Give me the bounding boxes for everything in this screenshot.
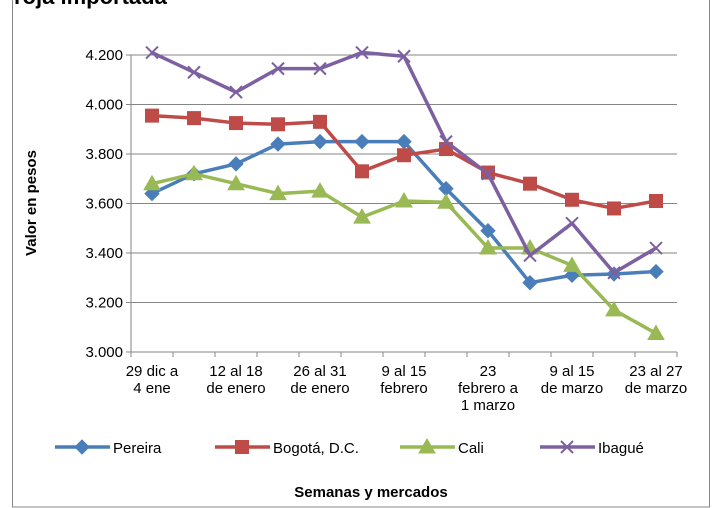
marker bbox=[607, 201, 621, 216]
marker bbox=[649, 194, 663, 209]
x-tick-label: 26 al 31 de enero bbox=[290, 363, 350, 397]
marker bbox=[271, 117, 285, 132]
marker bbox=[353, 208, 371, 224]
legend-marker bbox=[235, 440, 249, 454]
legend-marker bbox=[560, 440, 574, 454]
x-tick-label: 9 al 15 febrero bbox=[380, 363, 428, 397]
marker bbox=[479, 239, 497, 255]
marker bbox=[397, 49, 411, 63]
marker bbox=[563, 256, 581, 272]
legend-label: Pereira bbox=[113, 440, 162, 457]
y-tick-label: 4.000 bbox=[85, 97, 123, 114]
chart-title: roja importada bbox=[14, 0, 168, 9]
x-tick-label: 12 al 18 de enero bbox=[206, 363, 266, 397]
marker bbox=[522, 274, 538, 291]
marker bbox=[311, 182, 329, 198]
legend-label: Cali bbox=[458, 440, 484, 457]
marker bbox=[607, 266, 621, 280]
marker bbox=[229, 116, 243, 131]
y-tick-label: 3.400 bbox=[85, 245, 123, 262]
marker bbox=[397, 148, 411, 163]
marker bbox=[523, 176, 537, 191]
marker bbox=[523, 248, 537, 263]
marker bbox=[605, 300, 623, 317]
marker bbox=[480, 223, 496, 239]
marker bbox=[145, 45, 159, 60]
marker bbox=[354, 133, 370, 150]
y-tick-label: 4.200 bbox=[85, 47, 123, 64]
marker bbox=[355, 45, 369, 60]
series-line bbox=[151, 139, 657, 285]
marker bbox=[271, 61, 285, 76]
y-tick-label: 3.000 bbox=[85, 344, 123, 361]
x-axis-title: Semanas y mercados bbox=[294, 484, 447, 501]
x-tick-label: 29 dic a 4 ene bbox=[125, 363, 179, 397]
marker bbox=[647, 324, 665, 340]
y-tick-label: 3.200 bbox=[85, 295, 123, 312]
marker bbox=[269, 184, 287, 201]
marker bbox=[229, 85, 243, 99]
legend-marker bbox=[418, 437, 436, 454]
marker bbox=[355, 164, 369, 179]
marker bbox=[312, 133, 328, 150]
legend-label: Bogotá, D.C. bbox=[273, 440, 359, 457]
chart-border bbox=[12, 0, 710, 508]
x-tick-label: 9 al 15 de marzo bbox=[540, 363, 604, 397]
marker bbox=[648, 263, 664, 280]
x-tick-label: 23 al 27 de marzo bbox=[624, 363, 688, 397]
marker bbox=[481, 167, 495, 181]
marker bbox=[187, 65, 201, 80]
marker bbox=[185, 164, 203, 181]
marker bbox=[228, 156, 244, 172]
legend-label: Ibagué bbox=[598, 440, 644, 457]
marker bbox=[143, 174, 161, 191]
marker bbox=[313, 61, 327, 76]
marker bbox=[649, 241, 663, 255]
marker bbox=[395, 192, 413, 208]
marker bbox=[439, 134, 453, 149]
marker bbox=[270, 136, 286, 152]
legend-marker bbox=[74, 439, 90, 455]
marker bbox=[565, 216, 579, 231]
x-tick-label: 23 febrero a 1 marzo bbox=[457, 363, 519, 414]
y-tick-label: 3.600 bbox=[85, 196, 123, 213]
marker bbox=[227, 174, 245, 191]
marker bbox=[565, 192, 579, 207]
series-line bbox=[151, 50, 657, 275]
y-tick-label: 3.800 bbox=[85, 146, 123, 163]
marker bbox=[313, 114, 327, 129]
marker bbox=[437, 193, 455, 209]
y-axis-title: Valor en pesos bbox=[23, 150, 40, 256]
marker bbox=[187, 111, 201, 126]
marker bbox=[145, 108, 159, 123]
